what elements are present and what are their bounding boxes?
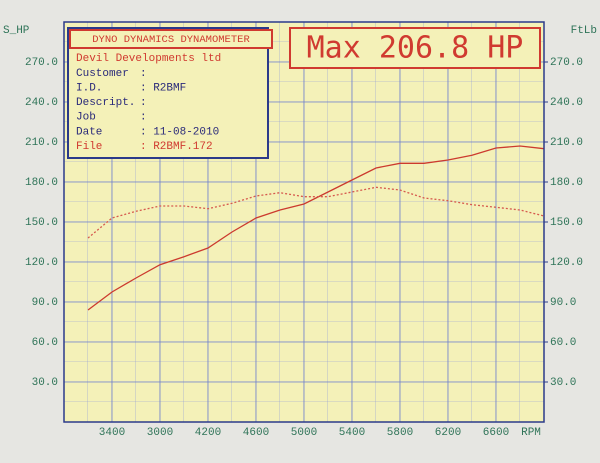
- info-label: Job: [76, 112, 96, 124]
- info-value: : R2BMF: [140, 83, 186, 95]
- info-value: : 11-08-2010: [140, 126, 219, 138]
- info-label: I.D.: [76, 83, 102, 95]
- y2-axis-label: FtLb: [571, 25, 597, 37]
- y2-tick-label: 30.0: [550, 377, 576, 389]
- y-tick-label: 180.0: [25, 177, 58, 189]
- info-value: :: [140, 112, 147, 124]
- info-label: File: [76, 141, 102, 153]
- info-title-box: [69, 29, 273, 49]
- max-annotation: Max 206.8 HP: [307, 31, 524, 66]
- info-value: :: [140, 68, 147, 80]
- info-title: DYNO DYNAMICS DYNAMOMETER: [92, 34, 250, 46]
- y2-tick-label: 180.0: [550, 177, 583, 189]
- y-tick-label: 270.0: [25, 57, 58, 69]
- x-tick-label: 4600: [243, 427, 269, 439]
- plot-border: [63, 21, 545, 423]
- y-tick-label: 210.0: [25, 137, 58, 149]
- x-tick-label: 6200: [435, 427, 461, 439]
- x-tick-label: 5400: [339, 427, 365, 439]
- y2-tick-label: 90.0: [550, 297, 576, 309]
- x-tick-label: 3400: [99, 427, 125, 439]
- y-tick-label: 240.0: [25, 97, 58, 109]
- y-tick-label: 90.0: [32, 297, 58, 309]
- series-line: [87, 145, 545, 311]
- y2-tick-label: 210.0: [550, 137, 583, 149]
- x-tick-label: 5800: [387, 427, 413, 439]
- info-box: [67, 27, 269, 159]
- y2-tick-label: 240.0: [550, 97, 583, 109]
- y2-tick-label: 60.0: [550, 337, 576, 349]
- x-axis-label: RPM: [521, 427, 541, 439]
- series-line: [87, 186, 545, 239]
- y2-tick-label: 150.0: [550, 217, 583, 229]
- y-tick-label: 60.0: [32, 337, 58, 349]
- y-axis-label: S_HP: [3, 25, 30, 37]
- max-box: [289, 27, 541, 69]
- y-tick-label: 30.0: [32, 377, 58, 389]
- y2-tick-label: 120.0: [550, 257, 583, 269]
- y-tick-label: 120.0: [25, 257, 58, 269]
- x-tick-label: 3000: [147, 427, 173, 439]
- info-value: : R2BMF.172: [140, 141, 213, 153]
- info-label: Date: [76, 126, 102, 138]
- y2-tick-label: 270.0: [550, 57, 583, 69]
- company: Devil Developments ltd: [76, 53, 221, 65]
- x-tick-label: 6600: [483, 427, 509, 439]
- info-label: Descript.: [76, 97, 135, 109]
- x-tick-label: 5000: [291, 427, 317, 439]
- info-value: :: [140, 97, 147, 109]
- y-tick-label: 150.0: [25, 217, 58, 229]
- info-label: Customer: [76, 68, 129, 80]
- x-tick-label: 4200: [195, 427, 221, 439]
